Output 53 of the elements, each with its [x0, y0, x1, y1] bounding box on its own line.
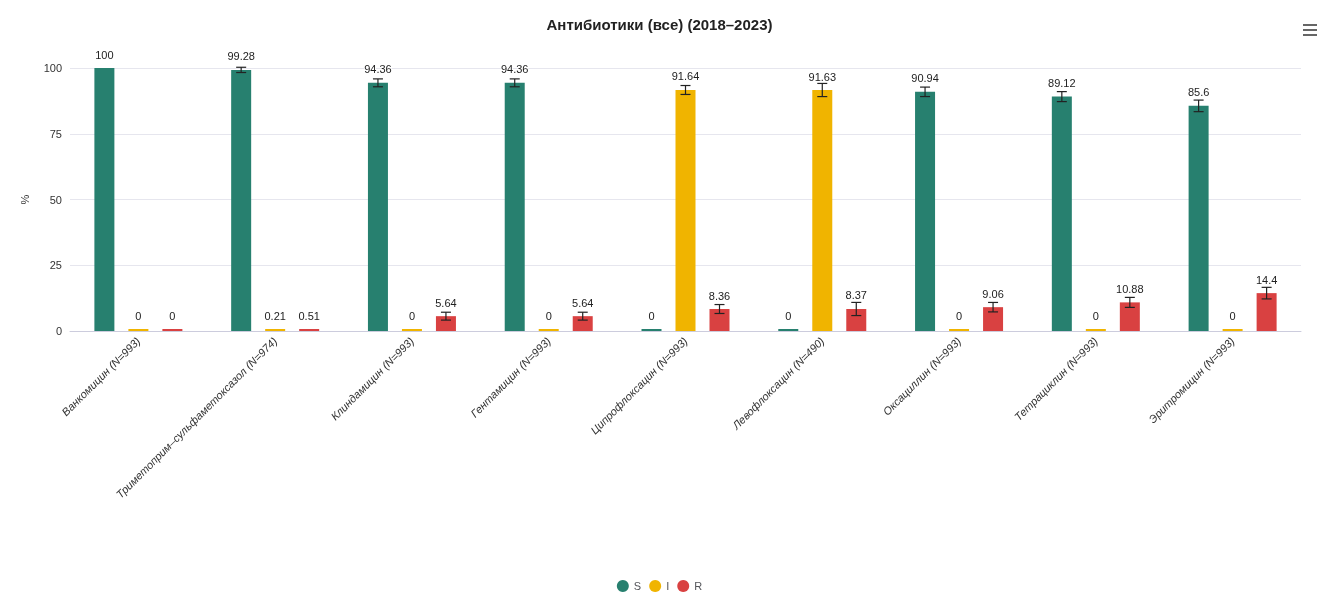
data-label: 91.64: [671, 70, 700, 83]
bar: [1256, 293, 1277, 331]
data-label: 89.12: [1048, 77, 1076, 90]
data-label: 14.4: [1255, 273, 1278, 286]
bar: [709, 309, 730, 331]
y-tick-label: 50: [49, 193, 62, 206]
data-label: 0.21: [264, 309, 286, 322]
data-label: 0: [1092, 309, 1099, 322]
data-label: 0: [169, 309, 176, 322]
legend-label: R: [694, 580, 703, 592]
data-label: 0: [408, 309, 416, 322]
legend-label: I: [666, 580, 670, 592]
bar: [94, 68, 115, 331]
y-tick-label: 25: [49, 259, 62, 272]
data-label: 0: [648, 309, 655, 322]
data-label: 0.51: [298, 309, 320, 322]
bar: [367, 82, 388, 331]
data-label: 100: [95, 48, 114, 61]
bar: [1119, 302, 1140, 331]
data-label: 90.94: [911, 72, 939, 85]
legend-label: S: [633, 580, 642, 592]
bar: [675, 89, 696, 331]
chart-title: Антибиотики (все) (2018–2023): [546, 16, 773, 33]
bar: [435, 316, 456, 331]
data-label: 8.37: [845, 289, 867, 302]
data-label: 85.6: [1187, 86, 1210, 99]
data-label: 10.88: [1116, 282, 1144, 295]
data-label: 0: [135, 309, 142, 322]
data-label: 0: [785, 309, 792, 322]
bar: [1188, 105, 1209, 331]
data-label: 94.36: [364, 63, 392, 76]
data-label: 9.06: [982, 287, 1004, 300]
bar: [504, 82, 525, 331]
bar: [846, 308, 867, 331]
bar: [1051, 96, 1072, 331]
bar: [812, 90, 833, 331]
data-label: 94.36: [500, 63, 529, 76]
data-label: 0: [955, 309, 963, 322]
y-axis-title: %: [18, 194, 31, 205]
data-label: 8.36: [708, 289, 731, 302]
data-label: 0: [545, 309, 552, 322]
data-label: 5.64: [572, 296, 594, 309]
bar: [231, 69, 252, 331]
bar: [983, 307, 1004, 331]
bar: [572, 316, 593, 331]
y-tick-label: 0: [55, 325, 62, 337]
data-label: 91.63: [808, 70, 837, 83]
y-tick-label: 100: [43, 62, 62, 74]
data-label: 5.64: [435, 296, 457, 309]
bar: [915, 91, 936, 331]
data-label: 0: [1229, 309, 1236, 322]
y-tick-label: 75: [49, 127, 62, 140]
data-label: 99.28: [227, 50, 255, 63]
